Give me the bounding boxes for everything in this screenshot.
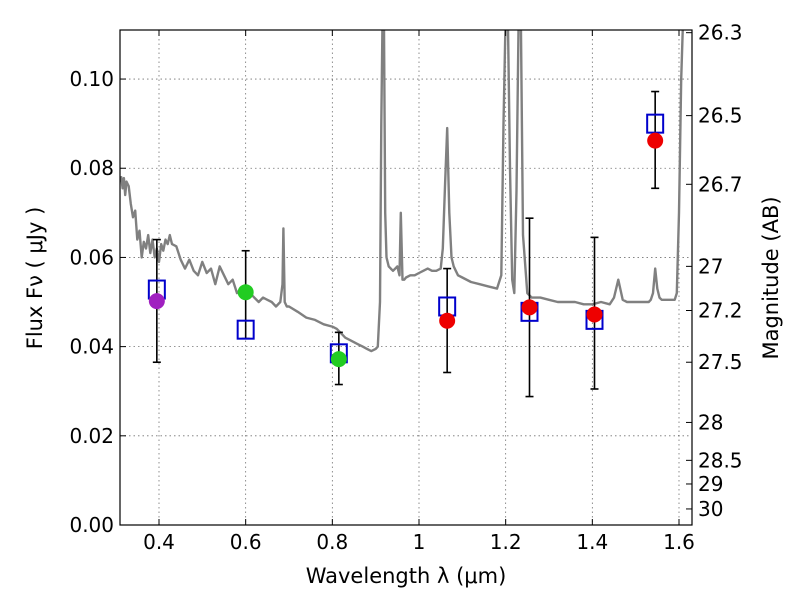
right-tick-label: 28 bbox=[698, 410, 723, 434]
observed-flux-point bbox=[521, 299, 538, 316]
y-tick-label: 0.00 bbox=[69, 513, 114, 537]
right-tick-label: 27 bbox=[698, 254, 723, 278]
x-tick-label: 1.6 bbox=[663, 530, 695, 554]
observed-flux-point bbox=[330, 351, 347, 368]
observed-points bbox=[148, 132, 664, 368]
right-tick-label: 27.5 bbox=[698, 350, 743, 374]
right-tick-label: 30 bbox=[698, 497, 723, 521]
model-spectrum-line bbox=[120, 30, 684, 353]
x-tick-label: 0.4 bbox=[143, 530, 175, 554]
y-tick-label: 0.02 bbox=[69, 424, 114, 448]
right-tick-label: 26.7 bbox=[698, 172, 743, 196]
right-tick-label: 27.2 bbox=[698, 299, 743, 323]
y-axis-label: Flux Fν ( μJy ) bbox=[23, 207, 47, 350]
error-bars bbox=[152, 90, 660, 398]
x-tick-label: 0.8 bbox=[316, 530, 348, 554]
model-points bbox=[147, 113, 665, 364]
observed-flux-point bbox=[586, 306, 603, 323]
observed-flux-point bbox=[647, 132, 664, 149]
right-tick-label: 28.5 bbox=[698, 448, 743, 472]
model-photometry-box bbox=[236, 319, 255, 340]
model-spectrum-layer bbox=[120, 30, 684, 353]
y-tick-label: 0.08 bbox=[69, 156, 114, 180]
plot-frame bbox=[119, 29, 693, 526]
observed-flux-point bbox=[439, 312, 456, 329]
x-tick-label: 0.6 bbox=[230, 530, 262, 554]
y-tick-label: 0.04 bbox=[69, 335, 114, 359]
right-axis-label: Magnitude (AB) bbox=[759, 196, 783, 359]
x-axis-label: Wavelength λ (μm) bbox=[306, 564, 507, 588]
right-tick-label: 26.3 bbox=[698, 21, 743, 45]
observed-flux-point bbox=[237, 284, 254, 301]
y-tick-label: 0.10 bbox=[69, 67, 114, 91]
axis-ticks: 0.4 0.6 0.8 1 1.2 1.4 1.6 0.00 0.02 0.04 0.06 0.08 0… bbox=[69, 21, 742, 554]
observed-flux-point bbox=[148, 293, 165, 310]
right-tick-label: 26.5 bbox=[698, 104, 743, 128]
x-tick-label: 1.2 bbox=[490, 530, 522, 554]
x-tick-label: 1 bbox=[413, 530, 426, 554]
x-tick-label: 1.4 bbox=[576, 530, 608, 554]
right-tick-label: 29 bbox=[698, 472, 723, 496]
y-tick-label: 0.06 bbox=[69, 245, 114, 269]
